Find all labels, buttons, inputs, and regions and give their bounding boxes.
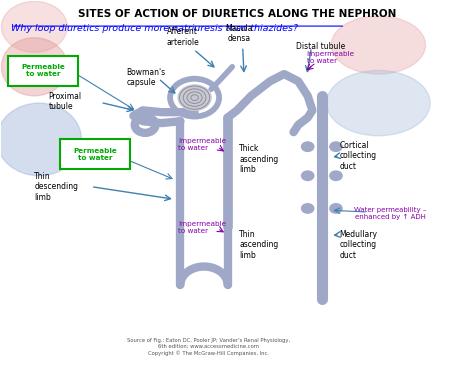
Text: Afferent
arteriole: Afferent arteriole: [166, 27, 199, 47]
Text: Cortical
collecting
duct: Cortical collecting duct: [340, 141, 377, 171]
Text: Impermeable
to water: Impermeable to water: [307, 51, 355, 64]
Text: Medullary
collecting
duct: Medullary collecting duct: [340, 230, 378, 259]
Circle shape: [301, 204, 314, 213]
Ellipse shape: [331, 16, 426, 74]
Text: Thick
ascending
limb: Thick ascending limb: [239, 145, 279, 174]
Ellipse shape: [1, 1, 67, 52]
Text: Thin
descending
limb: Thin descending limb: [35, 172, 78, 202]
Circle shape: [330, 171, 342, 180]
FancyBboxPatch shape: [60, 139, 130, 169]
Circle shape: [301, 171, 314, 180]
Text: Bowman's
capsule: Bowman's capsule: [126, 68, 165, 87]
Ellipse shape: [1, 38, 67, 96]
Ellipse shape: [327, 70, 430, 136]
Text: SITES OF ACTION OF DIURETICS ALONG THE NEPHRON: SITES OF ACTION OF DIURETICS ALONG THE N…: [78, 10, 396, 19]
Circle shape: [330, 204, 342, 213]
Text: Water permeability –
enhanced by ↑ ADH: Water permeability – enhanced by ↑ ADH: [354, 207, 426, 220]
Text: Impermeable
to water: Impermeable to water: [178, 221, 226, 234]
Text: Macula
densa: Macula densa: [226, 24, 253, 43]
Circle shape: [178, 85, 211, 111]
Text: Permeable
to water: Permeable to water: [73, 148, 117, 161]
Text: Distal tubule: Distal tubule: [296, 42, 345, 51]
Circle shape: [330, 142, 342, 152]
Text: Source of Fig.: Eaton DC, Pooler JP; Vander's Renal Physiology,
6th edition; www: Source of Fig.: Eaton DC, Pooler JP; Van…: [127, 339, 290, 356]
Circle shape: [301, 142, 314, 152]
Text: Permeable
to water: Permeable to water: [21, 64, 65, 77]
FancyBboxPatch shape: [9, 56, 78, 86]
Text: Proximal
tubule: Proximal tubule: [48, 92, 82, 111]
Ellipse shape: [0, 103, 82, 176]
Text: Impermeable
to water: Impermeable to water: [178, 138, 226, 152]
Text: Thin
ascending
limb: Thin ascending limb: [239, 230, 279, 259]
Text: Why loop diuretics produce more natriuresis than thiazides?: Why loop diuretics produce more natriure…: [11, 24, 298, 33]
